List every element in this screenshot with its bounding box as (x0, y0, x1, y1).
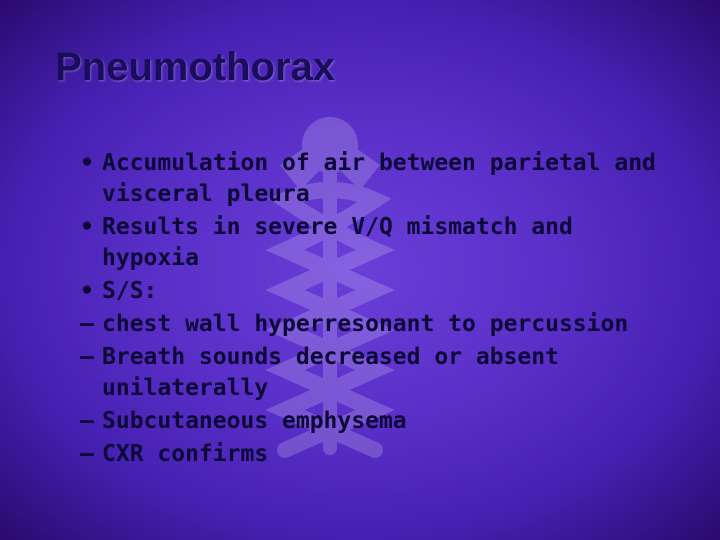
bullet-item: Accumulation of air between parietal and… (80, 148, 665, 210)
dash-item: Subcutaneous emphysema (80, 406, 665, 437)
bullet-item: S/S: (80, 276, 665, 307)
dash-item: Breath sounds decreased or absent unilat… (80, 342, 665, 404)
slide-container: Pneumothorax Accumulation of air between… (0, 0, 720, 540)
slide-title: Pneumothorax (55, 45, 335, 90)
dash-item: CXR confirms (80, 439, 665, 470)
slide-content: Accumulation of air between parietal and… (80, 148, 665, 472)
bullet-item: Results in severe V/Q mismatch and hypox… (80, 212, 665, 274)
dash-item: chest wall hyperresonant to percussion (80, 309, 665, 340)
